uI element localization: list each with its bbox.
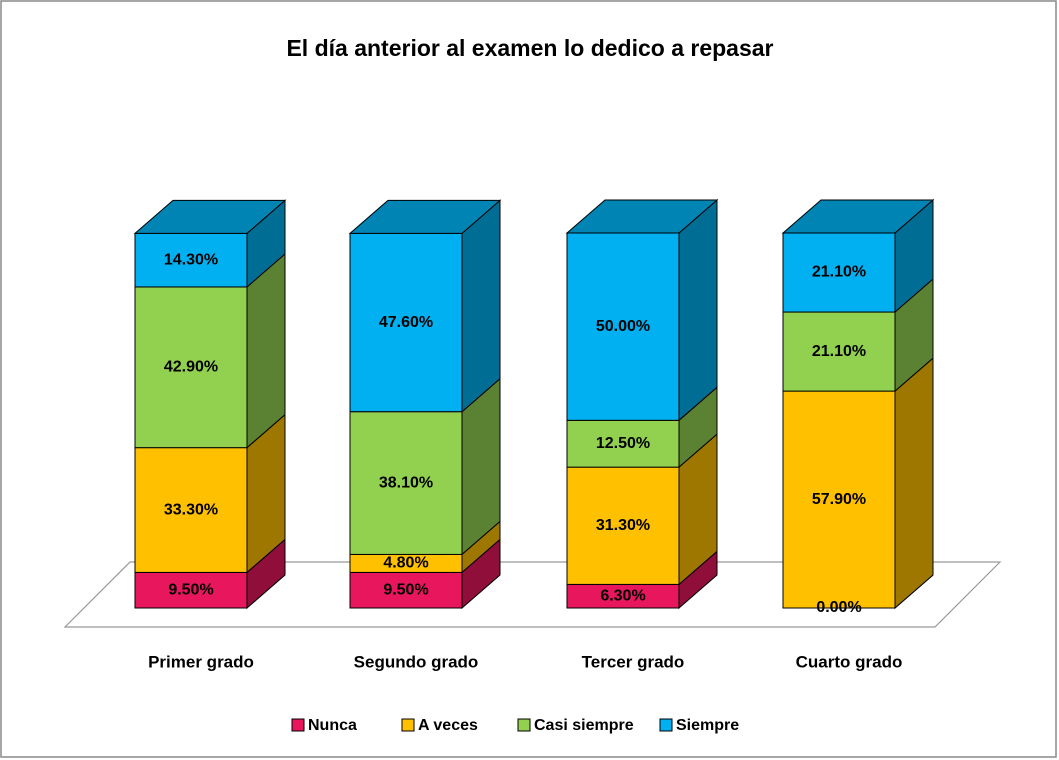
bar-side [678,198,718,422]
bar [566,466,680,585]
x-tick-label: Primer grado [148,652,254,671]
legend-label: Casi siempre [534,717,634,734]
floor [63,561,1002,628]
bar-side [246,252,286,449]
data-label: 0.00% [816,599,861,616]
bar-top [348,199,502,234]
data-label: 12.50% [596,435,650,452]
chart-title: El día anterior al examen lo dedico a re… [286,35,773,61]
x-tick-label: Cuarto grado [796,652,903,671]
bar [134,286,248,449]
bar-top [781,199,935,234]
data-label: 6.30% [600,587,645,604]
data-label: 31.30% [596,517,650,534]
bar [782,311,896,392]
data-label: 38.10% [379,474,433,491]
data-label: 21.10% [812,264,866,281]
data-label: 21.10% [812,343,866,360]
x-tick-label: Tercer grado [582,652,685,671]
legend-swatch [401,718,415,732]
bar [782,390,896,609]
data-label: 47.60% [379,314,433,331]
data-label: 57.90% [812,491,866,508]
bar-side [461,199,501,413]
bar-side [894,356,934,610]
legend-swatch [659,718,673,732]
bar [349,571,463,609]
data-label: 33.30% [164,501,218,518]
legend-label: A veces [418,717,478,734]
bar-top [565,199,719,234]
data-label: 42.90% [164,359,218,376]
data-label: 14.30% [164,251,218,268]
data-label: 4.80% [383,555,428,572]
bar [134,447,248,573]
bar [349,232,463,413]
data-label: 9.50% [168,581,213,598]
legend-label: Nunca [308,717,357,734]
legend-label: Siempre [676,717,739,734]
data-label: 9.50% [383,581,428,598]
bar [566,232,680,421]
bar-top [133,199,287,234]
x-tick-label: Segundo grado [354,652,479,671]
legend-swatch [291,718,305,732]
data-label: 50.00% [596,318,650,335]
legend-swatch [517,718,531,732]
bar [349,411,463,555]
bar [134,571,248,609]
